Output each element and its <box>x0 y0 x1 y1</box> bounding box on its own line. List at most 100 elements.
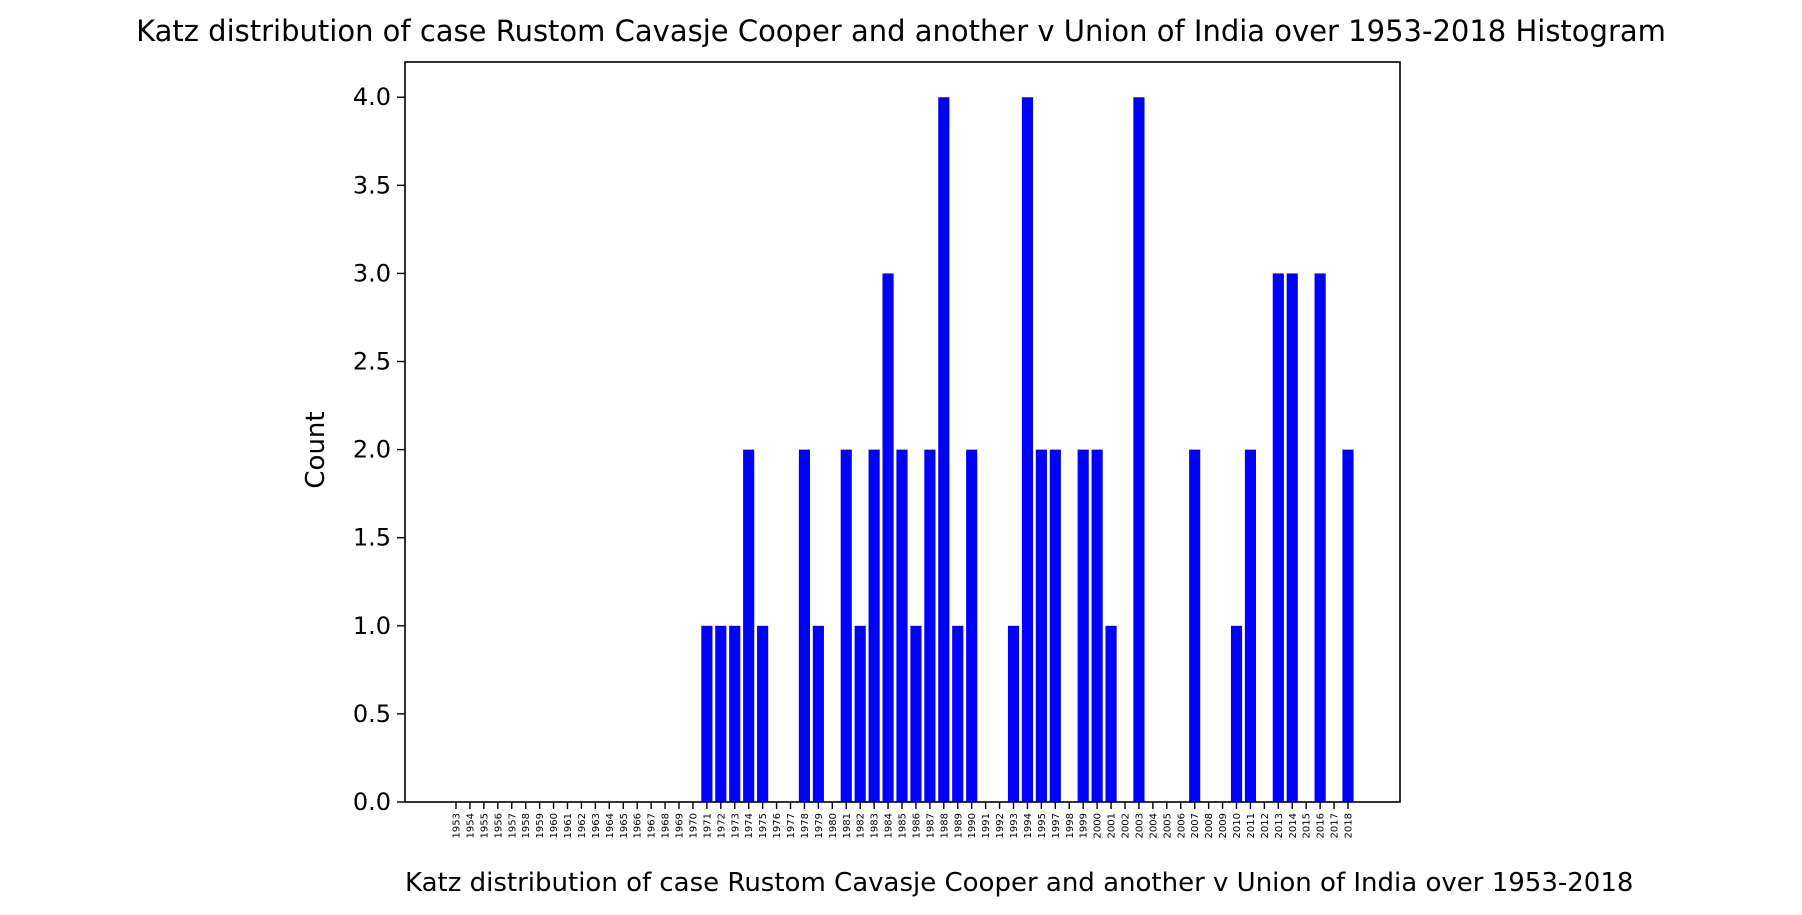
x-tick-label: 1974 <box>744 813 755 838</box>
x-tick-label: 1959 <box>535 813 546 838</box>
x-axis-ticks: 1953 1954 1955 1956 1957 1958 1959 1960 1961 1962… <box>452 802 1355 838</box>
x-tick-label: 1969 <box>675 813 686 838</box>
x-tick-label: 1993 <box>1009 813 1020 838</box>
y-tick-label: 0.5 <box>353 700 391 728</box>
bar-1994 <box>1021 97 1034 803</box>
x-tick-label: 2004 <box>1148 813 1159 838</box>
bar-2007 <box>1189 449 1201 802</box>
x-tick-label: 2015 <box>1302 813 1313 838</box>
x-tick-label: 1988 <box>939 813 950 838</box>
plot-frame <box>404 61 1401 803</box>
x-tick-label: 1994 <box>1023 813 1034 838</box>
bar-1974 <box>743 449 755 802</box>
y-tick-label: 1.0 <box>353 612 391 640</box>
bar-1978 <box>798 449 811 802</box>
x-tick-label: 1997 <box>1051 813 1062 838</box>
x-tick-label: 1966 <box>633 813 644 838</box>
y-tick-label: 3.0 <box>353 259 391 287</box>
bar-2003 <box>1133 97 1145 803</box>
x-tick-label: 1970 <box>688 813 699 838</box>
bar-1975 <box>757 625 769 802</box>
x-tick-label: 1981 <box>842 813 853 838</box>
x-tick-label: 1975 <box>758 813 769 838</box>
x-tick-label: 1956 <box>493 813 504 838</box>
x-tick-label: 1957 <box>507 813 518 838</box>
x-tick-label: 1985 <box>898 813 909 838</box>
x-tick-label: 1995 <box>1037 813 1048 838</box>
x-tick-label: 1958 <box>521 813 532 838</box>
x-tick-label: 1991 <box>981 813 992 838</box>
x-tick-label: 1963 <box>591 813 602 838</box>
x-tick-label: 1968 <box>661 813 672 838</box>
x-tick-label: 1982 <box>856 813 867 838</box>
y-axis-label-text: Count <box>301 411 331 489</box>
bar-2016 <box>1314 273 1326 802</box>
x-tick-label: 1953 <box>452 813 463 838</box>
x-tick-label: 1972 <box>716 813 727 838</box>
x-tick-label: 1962 <box>577 813 588 838</box>
x-tick-label: 2006 <box>1176 813 1187 838</box>
x-tick-label: 1967 <box>647 813 658 838</box>
bars-group <box>701 97 1354 803</box>
bar-1985 <box>896 449 908 802</box>
bar-1983 <box>868 449 880 802</box>
x-tick-label: 2010 <box>1232 813 1243 838</box>
bar-1973 <box>729 625 741 802</box>
x-tick-label: 2014 <box>1288 813 1299 838</box>
bar-2011 <box>1244 449 1257 802</box>
y-axis-ticks: 0.0 0.5 1.0 1.5 2.0 2.5 3.0 3.5 4.0 <box>353 83 405 816</box>
bar-1986 <box>910 625 922 802</box>
bar-1999 <box>1077 449 1089 802</box>
bar-1972 <box>715 625 727 802</box>
x-tick-label: 1977 <box>786 813 797 838</box>
y-tick-label: 2.0 <box>353 436 391 464</box>
bar-2000 <box>1091 449 1103 802</box>
bar-1989 <box>952 625 964 802</box>
y-tick-label: 2.5 <box>353 348 391 376</box>
x-tick-label: 1955 <box>479 813 490 838</box>
x-tick-label: 2013 <box>1274 813 1285 838</box>
bar-1981 <box>840 449 852 802</box>
bar-1990 <box>966 449 978 802</box>
bar-1979 <box>812 625 824 802</box>
x-tick-label: 1980 <box>828 813 839 838</box>
x-tick-label: 1954 <box>465 813 476 838</box>
x-tick-label: 1989 <box>953 813 964 838</box>
x-tick-label: 1998 <box>1065 813 1076 838</box>
x-tick-label: 2016 <box>1316 813 1327 838</box>
x-tick-label: 2009 <box>1218 813 1229 838</box>
x-tick-label: 1978 <box>800 813 811 838</box>
bar-2010 <box>1230 625 1243 802</box>
bar-1993 <box>1007 625 1020 802</box>
x-tick-label: 2005 <box>1162 813 1173 838</box>
bar-2001 <box>1105 625 1117 802</box>
x-tick-label: 2000 <box>1093 813 1104 838</box>
x-tick-label: 2003 <box>1134 813 1145 838</box>
bar-1982 <box>854 625 866 802</box>
x-tick-label: 1987 <box>925 813 936 838</box>
x-tick-label: 2008 <box>1204 813 1215 838</box>
x-tick-label: 1986 <box>911 813 922 838</box>
bar-1987 <box>924 449 936 802</box>
bar-2013 <box>1272 273 1284 802</box>
x-tick-label: 2017 <box>1330 813 1341 838</box>
x-tick-label: 1984 <box>884 813 895 838</box>
x-tick-label: 1961 <box>563 813 574 838</box>
x-tick-label: 1990 <box>967 813 978 838</box>
bar-1971 <box>701 625 713 802</box>
bar-1984 <box>882 273 894 802</box>
y-tick-label: 1.5 <box>353 524 391 552</box>
x-tick-label: 1971 <box>702 813 713 838</box>
x-tick-label: 2001 <box>1107 813 1118 838</box>
x-axis-label: Katz distribution of case Rustom Cavasje… <box>405 868 1634 898</box>
x-tick-label: 1979 <box>814 813 825 838</box>
y-tick-label: 3.5 <box>353 171 391 199</box>
x-tick-label: 2011 <box>1246 813 1257 838</box>
bar-2018 <box>1342 449 1354 802</box>
x-tick-label: 2002 <box>1121 813 1132 838</box>
x-tick-label: 1965 <box>619 813 630 838</box>
x-tick-label: 2018 <box>1344 813 1355 838</box>
y-tick-label: 4.0 <box>353 83 391 111</box>
bar-1995 <box>1035 449 1047 802</box>
